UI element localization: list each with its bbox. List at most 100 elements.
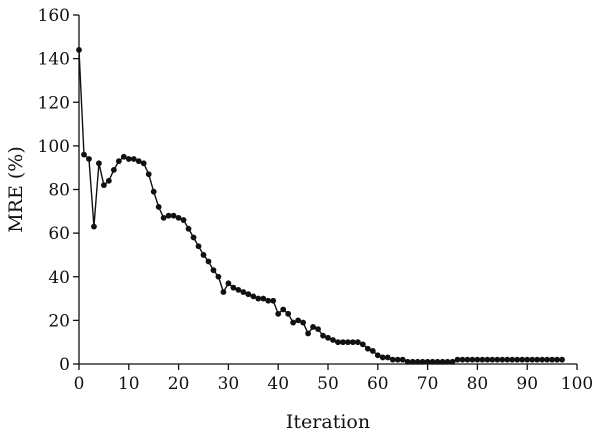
data-point bbox=[469, 356, 476, 363]
series-line bbox=[78, 49, 563, 363]
data-point bbox=[91, 223, 97, 230]
data-point bbox=[330, 337, 336, 343]
data-point bbox=[240, 289, 247, 295]
x-tick-label: 80 bbox=[467, 374, 489, 394]
data-point bbox=[105, 177, 112, 184]
data-point bbox=[549, 356, 555, 363]
data-point bbox=[86, 156, 92, 162]
data-point bbox=[230, 284, 237, 291]
x-ticks: 0 10 20 30 40 50 60 70 80 90 100 bbox=[74, 364, 593, 394]
data-point bbox=[509, 356, 516, 363]
data-point bbox=[215, 273, 222, 280]
data-point bbox=[539, 356, 546, 363]
data-point bbox=[170, 212, 177, 219]
data-point bbox=[300, 319, 306, 326]
data-point bbox=[101, 182, 107, 189]
x-tick-label: 40 bbox=[267, 374, 289, 394]
data-point bbox=[340, 339, 346, 346]
data-point bbox=[150, 188, 157, 195]
data-point bbox=[250, 293, 257, 300]
data-point bbox=[424, 358, 431, 365]
data-point bbox=[454, 356, 461, 363]
data-point bbox=[125, 156, 132, 162]
data-point bbox=[320, 332, 326, 339]
data-point bbox=[305, 330, 311, 337]
data-point bbox=[429, 358, 436, 365]
data-point bbox=[135, 158, 142, 165]
data-point bbox=[419, 358, 426, 365]
data-point bbox=[265, 297, 272, 304]
data-point bbox=[280, 306, 287, 313]
data-point bbox=[404, 358, 411, 365]
data-point bbox=[185, 225, 192, 232]
data-point bbox=[559, 356, 565, 363]
data-point bbox=[474, 356, 481, 363]
data-point bbox=[285, 310, 292, 317]
y-tick-label: 40 bbox=[48, 268, 70, 288]
data-point bbox=[409, 358, 416, 365]
data-point bbox=[160, 214, 167, 221]
x-tick-label: 30 bbox=[218, 374, 240, 394]
data-point bbox=[524, 356, 531, 363]
data-point bbox=[120, 153, 127, 160]
data-point bbox=[345, 339, 351, 346]
y-tick-label: 160 bbox=[38, 6, 70, 26]
y-tick-label: 120 bbox=[38, 93, 70, 113]
data-point bbox=[195, 243, 202, 250]
data-point bbox=[335, 339, 341, 346]
data-point bbox=[394, 356, 401, 363]
y-ticks: 0 20 40 60 80 100 120 140 160 bbox=[38, 6, 79, 375]
x-tick-label: 20 bbox=[168, 374, 190, 394]
data-points bbox=[76, 47, 565, 365]
data-point bbox=[434, 358, 441, 365]
x-tick-label: 70 bbox=[417, 374, 439, 394]
y-tick-label: 20 bbox=[48, 311, 70, 331]
data-point bbox=[290, 319, 297, 326]
x-tick-label: 0 bbox=[74, 374, 85, 394]
data-point bbox=[76, 47, 82, 53]
data-point bbox=[210, 267, 217, 274]
data-point bbox=[165, 212, 172, 219]
data-point bbox=[464, 356, 471, 363]
y-tick-label: 0 bbox=[59, 355, 70, 375]
data-point bbox=[544, 356, 551, 363]
data-point bbox=[255, 295, 262, 302]
data-point bbox=[245, 291, 252, 298]
data-point bbox=[81, 151, 87, 158]
data-point bbox=[504, 356, 511, 363]
data-point bbox=[414, 358, 421, 365]
x-tick-label: 90 bbox=[516, 374, 538, 394]
data-point bbox=[225, 280, 232, 287]
data-point bbox=[374, 352, 381, 359]
data-point bbox=[180, 217, 187, 223]
x-tick-label: 60 bbox=[367, 374, 389, 394]
data-point bbox=[484, 356, 491, 363]
plot-area: 0 10 20 30 40 50 60 70 80 90 100 0 20 40 60 80 100 120 14… bbox=[38, 6, 594, 394]
data-point bbox=[379, 354, 386, 361]
data-point bbox=[270, 297, 277, 304]
data-point bbox=[514, 356, 521, 363]
data-point bbox=[200, 252, 207, 258]
data-point bbox=[389, 356, 396, 363]
y-tick-label: 140 bbox=[38, 50, 70, 70]
data-point bbox=[554, 356, 560, 363]
data-point bbox=[384, 354, 391, 361]
x-tick-label: 10 bbox=[118, 374, 140, 394]
data-point bbox=[449, 358, 456, 365]
data-point bbox=[534, 356, 541, 363]
data-point bbox=[325, 334, 331, 341]
data-point bbox=[350, 339, 356, 346]
data-point bbox=[260, 295, 267, 302]
data-point bbox=[459, 356, 466, 363]
data-point bbox=[494, 356, 501, 363]
data-point bbox=[275, 310, 282, 317]
data-point bbox=[145, 171, 152, 178]
y-tick-label: 60 bbox=[48, 224, 70, 244]
data-point bbox=[439, 358, 446, 365]
data-point bbox=[110, 166, 117, 173]
data-point bbox=[190, 234, 197, 241]
data-point bbox=[354, 339, 361, 346]
data-point bbox=[155, 204, 162, 210]
data-point bbox=[315, 326, 321, 332]
